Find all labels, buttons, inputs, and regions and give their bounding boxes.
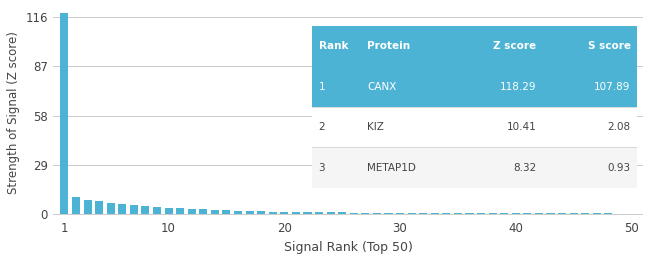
- Bar: [442, 213, 450, 214]
- Text: Z score: Z score: [493, 41, 536, 51]
- Bar: [581, 213, 590, 214]
- Bar: [489, 213, 497, 214]
- Bar: [257, 211, 265, 214]
- Bar: [312, 107, 637, 147]
- Bar: [523, 213, 532, 214]
- Bar: [234, 211, 242, 214]
- Text: 2: 2: [318, 122, 325, 132]
- Bar: [153, 207, 161, 214]
- Bar: [222, 210, 231, 214]
- Bar: [326, 212, 335, 214]
- Text: Rank: Rank: [318, 41, 348, 51]
- Text: METAP1D: METAP1D: [367, 163, 416, 173]
- Bar: [350, 212, 358, 214]
- Bar: [211, 210, 219, 214]
- Text: 0.93: 0.93: [607, 163, 630, 173]
- Text: 3: 3: [318, 163, 325, 173]
- Text: KIZ: KIZ: [367, 122, 384, 132]
- X-axis label: Signal Rank (Top 50): Signal Rank (Top 50): [283, 241, 412, 254]
- Bar: [558, 213, 566, 214]
- Bar: [373, 213, 381, 214]
- Text: S score: S score: [588, 41, 630, 51]
- Y-axis label: Strength of Signal (Z score): Strength of Signal (Z score): [7, 31, 20, 194]
- Bar: [130, 205, 138, 214]
- Bar: [176, 208, 184, 214]
- Bar: [384, 213, 393, 214]
- Text: 1: 1: [318, 82, 325, 92]
- Bar: [268, 211, 277, 214]
- Bar: [280, 212, 289, 214]
- Bar: [200, 210, 207, 214]
- Bar: [118, 204, 126, 214]
- Bar: [500, 213, 508, 214]
- Bar: [512, 213, 520, 214]
- Bar: [315, 212, 323, 214]
- Bar: [95, 201, 103, 214]
- Bar: [465, 213, 473, 214]
- Bar: [454, 213, 462, 214]
- Bar: [535, 213, 543, 214]
- Text: Protein: Protein: [367, 41, 410, 51]
- Bar: [477, 213, 485, 214]
- Bar: [304, 212, 311, 214]
- Bar: [164, 207, 173, 214]
- Bar: [604, 213, 612, 214]
- Bar: [246, 211, 254, 214]
- Bar: [616, 213, 624, 214]
- Bar: [627, 213, 636, 214]
- Bar: [408, 213, 415, 214]
- Bar: [72, 197, 80, 214]
- Bar: [292, 212, 300, 214]
- Text: 8.32: 8.32: [513, 163, 536, 173]
- Bar: [569, 213, 578, 214]
- Bar: [188, 209, 196, 214]
- Bar: [312, 147, 637, 188]
- Bar: [396, 213, 404, 214]
- Bar: [338, 212, 346, 214]
- Bar: [142, 206, 150, 214]
- Text: 10.41: 10.41: [506, 122, 536, 132]
- Text: CANX: CANX: [367, 82, 396, 92]
- Bar: [312, 67, 637, 107]
- Bar: [419, 213, 427, 214]
- Bar: [361, 213, 369, 214]
- Text: 107.89: 107.89: [594, 82, 630, 92]
- Bar: [312, 26, 637, 67]
- Bar: [84, 200, 92, 214]
- Bar: [593, 213, 601, 214]
- Text: 118.29: 118.29: [500, 82, 536, 92]
- Bar: [60, 13, 68, 214]
- Bar: [431, 213, 439, 214]
- Bar: [107, 203, 115, 214]
- Bar: [547, 213, 554, 214]
- Text: 2.08: 2.08: [607, 122, 630, 132]
